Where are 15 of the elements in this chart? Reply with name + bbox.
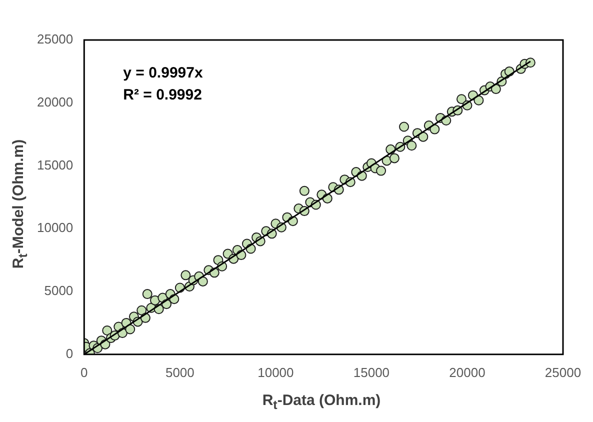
x-tick-label: 0 (80, 364, 88, 380)
y-tick-label: 15000 (36, 157, 74, 172)
x-tick-label: 20000 (449, 364, 486, 380)
x-tick-label: 10000 (258, 364, 294, 380)
y-tick-label: 10000 (36, 220, 74, 236)
y-tick-label: 0 (66, 346, 74, 361)
annotation: R² = 0.9992 (123, 86, 202, 104)
y-tick-label: 20000 (36, 94, 74, 110)
y-tick-label: 25000 (36, 32, 74, 47)
x-tick-label: 15000 (353, 364, 390, 380)
x-tick-label: 25000 (544, 364, 582, 380)
y-tick-label: 5000 (44, 283, 74, 298)
annotation: y = 0.9997x (123, 64, 204, 82)
x-axis-title: R$_{t}$-Data (Ohm.m) (261, 392, 382, 412)
x-tick-label: 5000 (165, 364, 194, 380)
